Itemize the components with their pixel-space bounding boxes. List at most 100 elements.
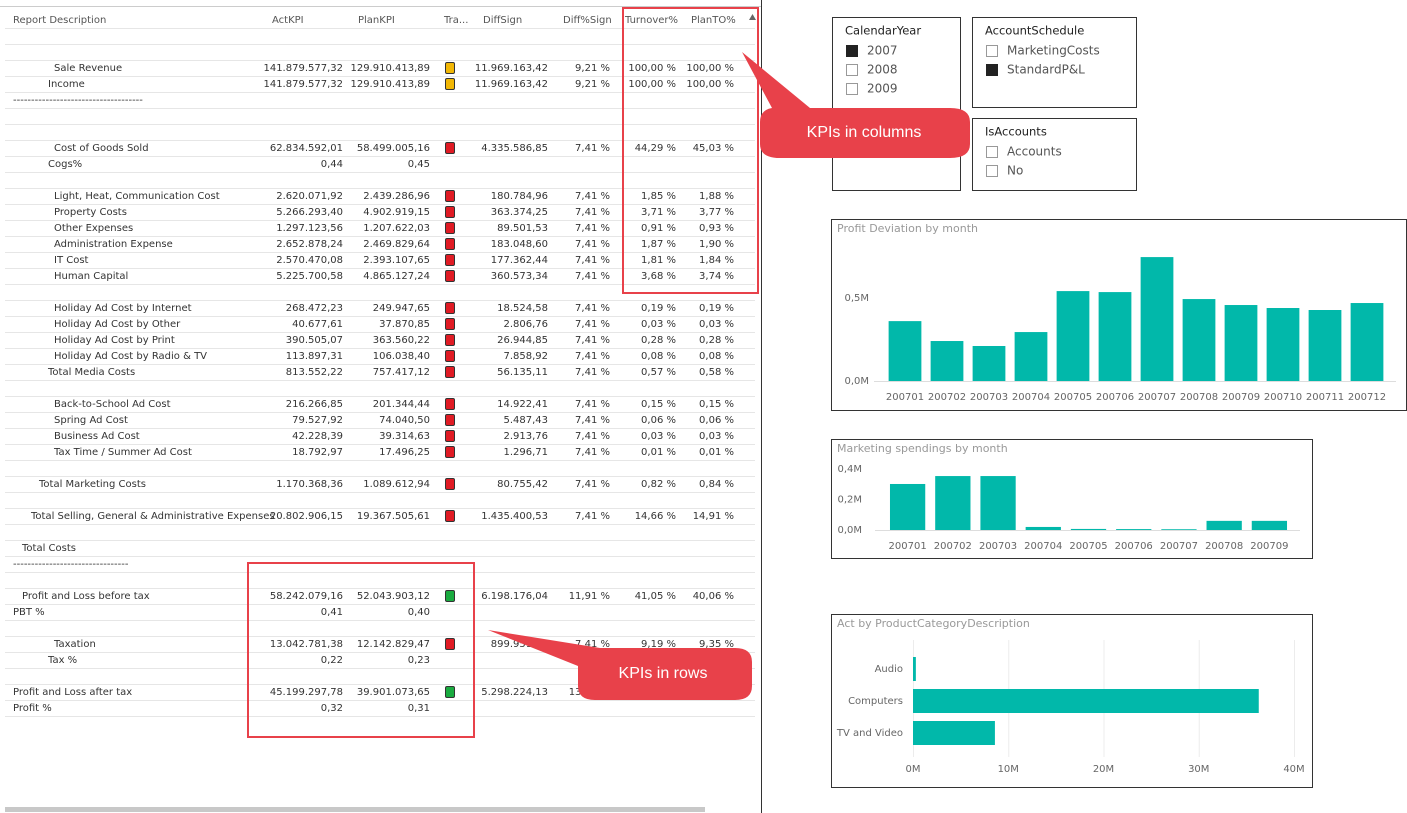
column-header: PlanKPI: [358, 15, 395, 26]
row-label: ------------------------------------: [13, 95, 143, 106]
cell: 26.944,85: [497, 335, 548, 346]
cell: 6.198.176,04: [481, 591, 548, 602]
cell: 40,06 %: [693, 591, 734, 602]
column-header: Tra...: [443, 15, 468, 26]
bar: [980, 476, 1016, 530]
chart-title: Profit Deviation by month: [837, 222, 978, 235]
cell: 0,03 %: [699, 319, 734, 330]
cell: 2.393.107,65: [363, 255, 430, 266]
x-tick-label: 200708: [1180, 392, 1218, 403]
bar: [1182, 299, 1216, 381]
slicer-item[interactable]: Accounts: [1007, 145, 1062, 159]
cell: 7,41 %: [575, 479, 610, 490]
cell: 0,41: [321, 607, 343, 618]
column-header: PlanTO%: [691, 15, 736, 26]
row-label: Spring Ad Cost: [54, 415, 128, 426]
cell: 7,41 %: [575, 271, 610, 282]
cell: 42.228,39: [292, 431, 343, 442]
cell: 899.951,91: [491, 639, 548, 650]
bar: [1350, 303, 1384, 381]
status-indicator: [445, 446, 455, 458]
cell: 0,84 %: [699, 479, 734, 490]
cell: 0,45: [408, 159, 430, 170]
slicer-item[interactable]: StandardP&L: [1007, 63, 1085, 77]
column-header: Report Description: [13, 15, 106, 26]
slicer-item[interactable]: 2008: [867, 63, 898, 77]
x-tick-label: 200701: [889, 541, 927, 552]
cell: 19.367.505,61: [357, 511, 430, 522]
cell: 5.266.293,40: [276, 207, 343, 218]
x-tick-label: 200707: [1138, 392, 1176, 403]
x-tick-label: 200705: [1069, 541, 1107, 552]
cell: 183.048,60: [491, 239, 548, 250]
checkbox[interactable]: [986, 165, 998, 177]
status-indicator: [445, 366, 455, 378]
cell: 5.298.224,13: [481, 687, 548, 698]
status-indicator: [445, 350, 455, 362]
cell: 7,41 %: [575, 239, 610, 250]
chart-title: Marketing spendings by month: [837, 442, 1008, 455]
bar: [1251, 520, 1288, 530]
status-indicator: [445, 62, 455, 74]
cell: 7,41 %: [575, 639, 610, 650]
row-label: Total Selling, General & Administrative …: [30, 511, 275, 522]
cell: 56.135,11: [497, 367, 548, 378]
checkbox[interactable]: [846, 83, 858, 95]
checkbox[interactable]: [986, 45, 998, 57]
cell: 4.865.127,24: [363, 271, 430, 282]
status-indicator: [445, 254, 455, 266]
row-label: PBT %: [13, 607, 45, 618]
cell: 100,00 %: [686, 79, 734, 90]
cell: 7,41 %: [575, 415, 610, 426]
cell: 7,41 %: [575, 511, 610, 522]
cell: 0,40: [408, 607, 430, 618]
cell: 7,41 %: [575, 367, 610, 378]
bar: [1056, 291, 1090, 381]
checkbox[interactable]: [846, 45, 858, 57]
row-label: Total Marketing Costs: [38, 479, 146, 490]
row-label: IT Cost: [54, 255, 89, 266]
cell: 363.374,25: [491, 207, 548, 218]
row-label: Business Ad Cost: [54, 431, 140, 442]
cell: 1,84 %: [699, 255, 734, 266]
slicer: [972, 17, 1137, 108]
cell: 100,00 %: [686, 63, 734, 74]
checkbox[interactable]: [986, 146, 998, 158]
slicer-item[interactable]: MarketingCosts: [1007, 44, 1100, 58]
cell: 1,85 %: [641, 191, 676, 202]
cell: 0,91 %: [641, 223, 676, 234]
x-tick-label: 200704: [1012, 392, 1050, 403]
cell: 201.344,44: [373, 399, 430, 410]
checkbox[interactable]: [846, 64, 858, 76]
callout-text: KPIs in columns: [807, 124, 922, 141]
cell: 1.170.368,36: [276, 479, 343, 490]
cell: 0,58 %: [699, 367, 734, 378]
row-label: Holiday Ad Cost by Print: [54, 335, 175, 346]
x-tick-label: 200712: [1348, 392, 1386, 403]
bar: [1140, 257, 1174, 381]
sort-arrow[interactable]: [749, 14, 756, 20]
checkbox[interactable]: [986, 64, 998, 76]
status-indicator: [445, 590, 455, 602]
cell: 141.879.577,32: [263, 63, 343, 74]
cell: 18.524,58: [497, 303, 548, 314]
bar: [930, 341, 964, 381]
y-tick-label: Audio: [875, 664, 903, 675]
y-tick-label: Computers: [848, 696, 903, 707]
x-tick-label: 20M: [1093, 764, 1114, 775]
cell: 1.435.400,53: [481, 511, 548, 522]
cell: 3,71 %: [641, 207, 676, 218]
bar: [972, 345, 1006, 381]
cell: 7,41 %: [575, 431, 610, 442]
slicer-item[interactable]: 2009: [867, 82, 898, 96]
slicer-item[interactable]: No: [1007, 164, 1023, 178]
cell: 1.089.612,94: [363, 479, 430, 490]
scrollbar[interactable]: [5, 807, 705, 812]
cell: 0,93 %: [699, 223, 734, 234]
column-header: Diff%Sign: [563, 15, 612, 26]
bar: [913, 689, 1259, 713]
slicer-item[interactable]: 2007: [867, 44, 898, 58]
cell: 0,03 %: [641, 319, 676, 330]
bar: [889, 483, 926, 530]
bar: [1025, 526, 1061, 530]
